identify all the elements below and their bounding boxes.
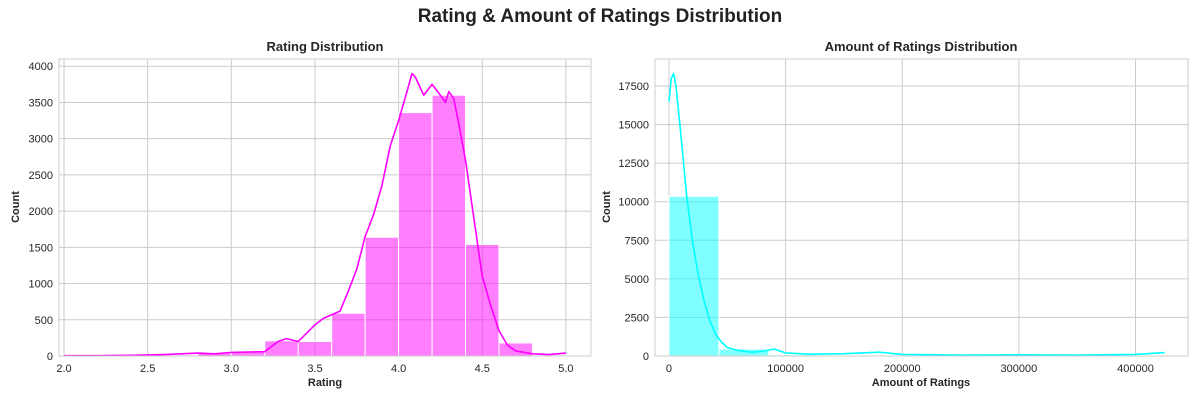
x-tick-label: 5.0	[558, 363, 573, 375]
y-tick-label: 500	[35, 315, 53, 327]
histogram-bar	[364, 236, 400, 357]
y-axis-label: Count	[601, 191, 613, 223]
y-tick-label: 1000	[29, 279, 53, 291]
rating-distribution-chart: Rating Distribution Rating Count 2.0 2.5 3…	[10, 39, 592, 389]
plot-frame	[654, 58, 1189, 357]
amount-of-ratings-distribution-chart: Amount of Ratings Distribution Amount of…	[601, 39, 1189, 389]
y-tick-label: 0	[643, 351, 649, 363]
kde-line	[64, 72, 566, 357]
x-axis-label: Amount of Ratings	[872, 377, 970, 389]
histogram-bar	[498, 342, 533, 357]
y-tick-label: 2000	[29, 206, 53, 218]
y-tick-label: 5000	[625, 274, 649, 286]
x-axis-label: Rating	[308, 377, 342, 389]
figure-title: Rating & Amount of Ratings Distribution	[418, 6, 782, 27]
x-tick-label: 200000	[884, 363, 921, 375]
y-tick-label: 12500	[618, 158, 649, 170]
y-tick-label: 15000	[618, 120, 649, 132]
x-tick-label: 2.5	[140, 363, 155, 375]
y-tick-label: 1500	[29, 242, 53, 254]
y-tick-label: 0	[47, 351, 53, 363]
y-tick-label: 2500	[29, 170, 53, 182]
histogram-bar	[297, 341, 333, 357]
y-tick-label: 4000	[29, 61, 53, 73]
histogram-bar	[718, 348, 770, 357]
y-tick-label: 10000	[618, 197, 649, 209]
chart-title: Amount of Ratings Distribution	[825, 39, 1018, 54]
y-tick-label: 7500	[625, 235, 649, 247]
histogram-bar	[398, 112, 433, 357]
histogram-bar	[668, 195, 720, 357]
x-tick-label: 0	[666, 363, 672, 375]
plot-frame	[58, 58, 592, 357]
y-tick-label: 3500	[29, 97, 53, 109]
chart-title: Rating Distribution	[267, 39, 384, 54]
y-tick-label: 17500	[618, 81, 649, 93]
histogram-bar	[465, 243, 500, 357]
x-tick-label: 3.0	[224, 363, 239, 375]
y-tick-label: 3000	[29, 134, 53, 146]
kde-line	[668, 72, 1165, 356]
histogram-bar	[331, 312, 366, 357]
x-tick-label: 3.5	[307, 363, 322, 375]
x-tick-label: 4.0	[391, 363, 406, 375]
x-tick-label: 400000	[1117, 363, 1154, 375]
x-tick-label: 100000	[767, 363, 804, 375]
x-tick-label: 4.5	[475, 363, 490, 375]
x-tick-label: 300000	[1001, 363, 1038, 375]
y-tick-label: 2500	[625, 312, 649, 324]
histogram-bar	[431, 94, 467, 357]
x-tick-label: 2.0	[56, 363, 71, 375]
y-axis-label: Count	[10, 191, 22, 223]
